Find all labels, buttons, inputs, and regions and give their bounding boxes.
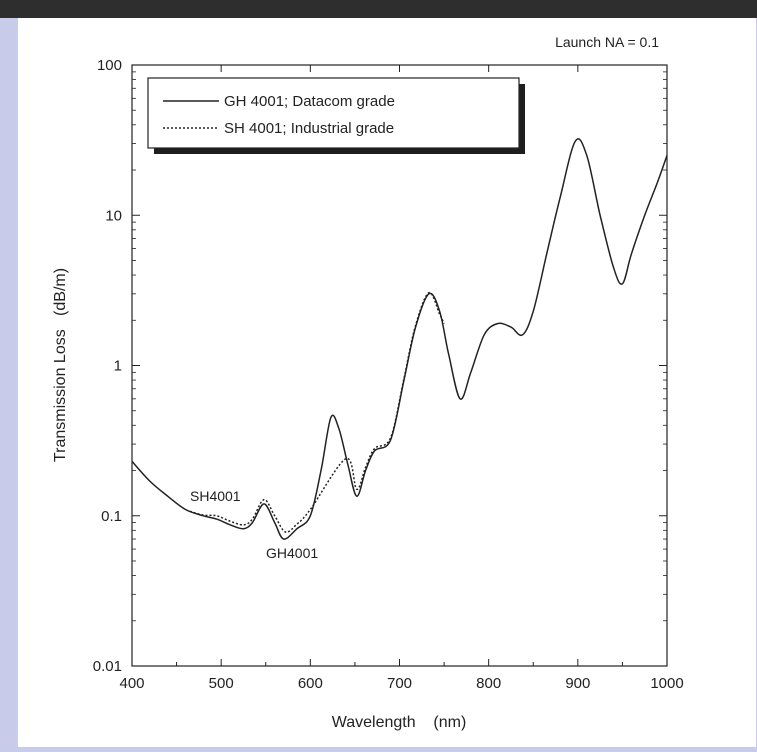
x-tick-label: 600	[298, 675, 323, 692]
x-tick-labels: 400 500 600 700 800 900 1000	[119, 675, 683, 692]
y-tick-label: 100	[97, 57, 122, 74]
x-tick-label: 800	[476, 675, 501, 692]
x-tick-label: 700	[387, 675, 412, 692]
series-lines	[131, 138, 668, 540]
x-axis-title: Wavelength (nm)	[332, 714, 467, 731]
scanned-figure: 400 500 600 700 800 900 1000 0.01 0.1 1 10 100 GH …	[18, 18, 756, 747]
x-tick-label: 400	[119, 675, 144, 692]
y-tick-label: 0.1	[101, 508, 122, 525]
launch-na-annotation: Launch NA = 0.1	[555, 34, 659, 50]
legend: GH 4001; Datacom grade SH 4001; Industri…	[147, 77, 525, 154]
series-line-gh4001	[131, 138, 668, 540]
y-tick-labels: 0.01 0.1 1 10 100	[93, 57, 122, 675]
sh4001-annotation: SH4001	[190, 488, 241, 504]
y-tick-label: 10	[105, 207, 122, 224]
tick-marks	[131, 64, 668, 667]
legend-box	[147, 77, 520, 149]
chart: 400 500 600 700 800 900 1000 0.01 0.1 1 10 100 GH …	[52, 34, 684, 731]
x-tick-label: 500	[209, 675, 234, 692]
y-axis-title: Transmission Loss (dB/m)	[52, 268, 69, 462]
gh4001-annotation: GH4001	[266, 545, 318, 561]
top-bar	[0, 0, 757, 18]
legend-label-sh4001: SH 4001; Industrial grade	[224, 120, 394, 137]
y-tick-label: 0.01	[93, 658, 122, 675]
y-tick-label: 1	[114, 358, 122, 375]
x-tick-label: 900	[565, 675, 590, 692]
legend-label-gh4001: GH 4001; Datacom grade	[224, 93, 395, 110]
x-tick-label: 1000	[650, 675, 683, 692]
